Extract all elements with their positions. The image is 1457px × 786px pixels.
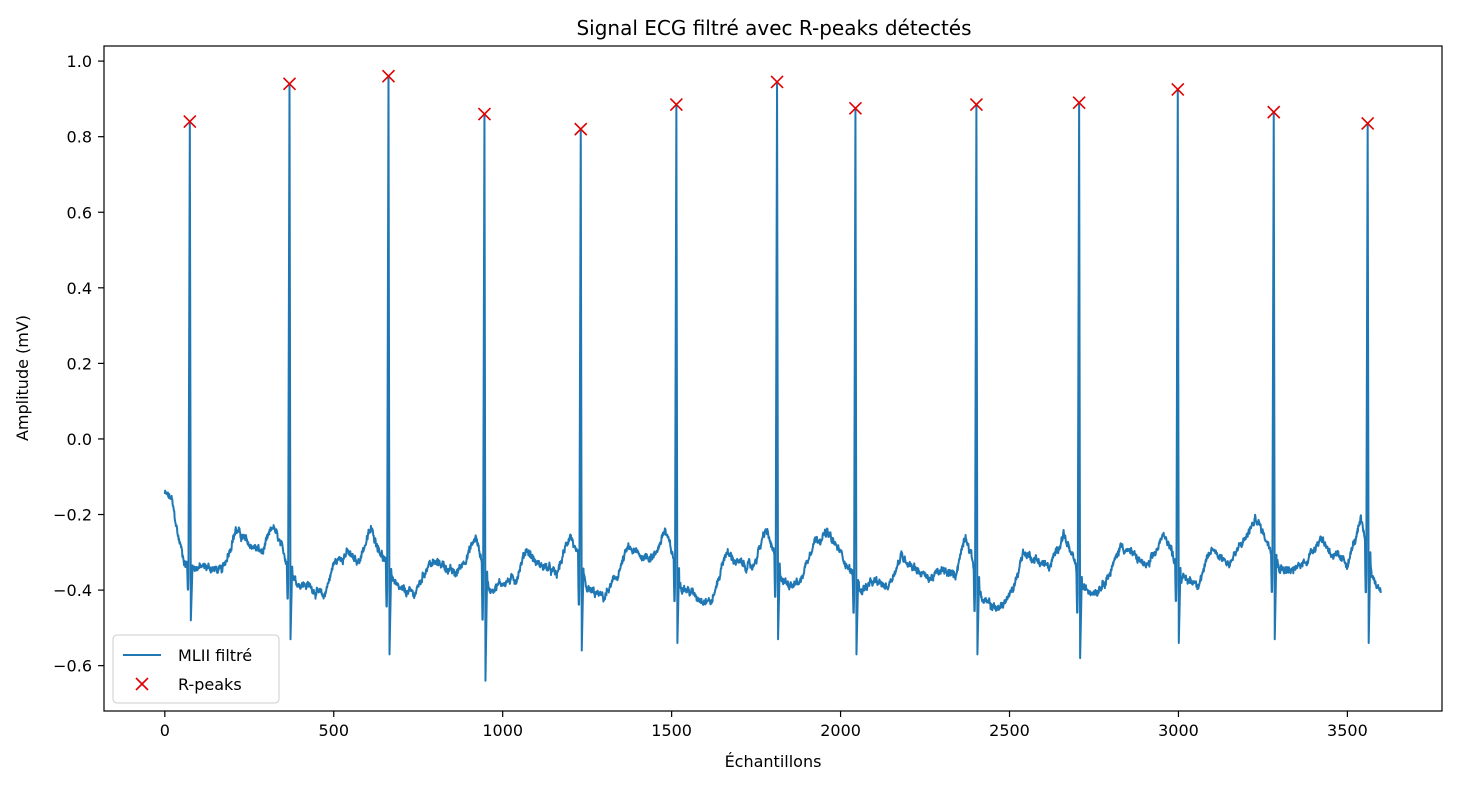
r-peak-marker <box>183 115 197 129</box>
series-line-mlii <box>163 75 1382 682</box>
legend-entry-rpeaks: R-peaks <box>178 675 242 694</box>
plot-area <box>163 69 1382 682</box>
r-peak-marker <box>1361 116 1375 131</box>
x-tick-label: 3000 <box>1158 721 1199 740</box>
y-axis: −0.6 −0.4 −0.2 0.0 0.2 0.4 0.6 0.8 1.0 <box>53 52 104 676</box>
legend-entry-signal: MLII filtré <box>178 646 252 665</box>
r-peak-marker <box>381 69 396 83</box>
x-tick-label: 2500 <box>989 721 1030 740</box>
r-peak-marker <box>969 97 983 112</box>
y-tick-label: 0.8 <box>67 128 92 147</box>
x-tick-label: 2000 <box>820 721 861 740</box>
y-tick-label: −0.4 <box>53 581 92 600</box>
r-peak-marker <box>477 107 492 121</box>
y-tick-label: 0.6 <box>67 203 92 222</box>
y-tick-label: −0.6 <box>53 657 92 676</box>
y-tick-label: 0.4 <box>67 279 92 298</box>
r-peak-marker <box>1267 105 1281 119</box>
y-tick-label: 0.0 <box>67 430 92 449</box>
r-peak-marker <box>1072 96 1086 110</box>
r-peak-marker <box>574 122 588 136</box>
y-tick-label: −0.2 <box>53 506 92 525</box>
x-tick-label: 1500 <box>651 721 692 740</box>
r-peak-marker <box>770 75 784 89</box>
legend-x-marker-icon <box>135 677 149 691</box>
r-peak-marker <box>282 77 297 91</box>
x-tick-label: 500 <box>318 721 349 740</box>
legend-box <box>112 634 280 704</box>
r-peak-marker <box>669 97 683 112</box>
y-tick-label: 0.2 <box>67 354 92 373</box>
y-tick-label: 1.0 <box>67 52 92 71</box>
x-axis-label: Échantillons <box>725 752 822 771</box>
axes-frame <box>103 45 1443 712</box>
chart-title: Signal ECG filtré avec R-peaks détectés <box>576 16 971 40</box>
r-peak-marker <box>848 101 863 115</box>
r-peak-marker <box>1171 82 1185 97</box>
legend: MLII filtré R-peaks <box>112 634 280 704</box>
x-tick-label: 0 <box>160 721 170 740</box>
x-axis: 0 500 1000 1500 2000 2500 3000 3500 <box>160 711 1368 740</box>
x-tick-label: 1000 <box>482 721 523 740</box>
y-axis-label: Amplitude (mV) <box>13 315 32 441</box>
x-tick-label: 3500 <box>1327 721 1368 740</box>
